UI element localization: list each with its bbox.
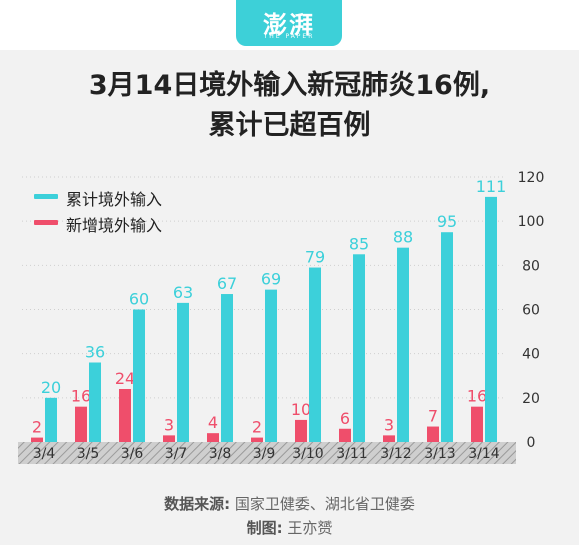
x-tick-label: 3/9 <box>253 446 276 462</box>
x-tick-label: 3/13 <box>424 446 455 462</box>
chart-footer: 数据来源: 国家卫健委、湖北省卫健委 制图: 王亦赟 <box>0 492 579 540</box>
brand-logo: 澎湃 THE PAPER <box>236 0 342 46</box>
bar-label-new: 16 <box>71 387 91 406</box>
legend-label-new: 新增境外输入 <box>66 216 163 235</box>
bar-new <box>75 406 87 442</box>
bar-new <box>471 406 483 442</box>
bar-cumulative <box>45 397 57 442</box>
bar-label-cumulative: 85 <box>349 234 369 253</box>
bar-cumulative <box>353 254 365 442</box>
author-label: 制图: <box>246 519 283 537</box>
author-line: 制图: 王亦赟 <box>0 516 579 540</box>
y-tick-label: 40 <box>522 347 540 363</box>
bar-new <box>119 389 131 442</box>
x-tick-label: 3/11 <box>336 446 367 462</box>
bar-label-new: 16 <box>467 387 487 406</box>
bar-new <box>383 435 395 442</box>
bar-label-cumulative: 79 <box>305 248 325 267</box>
bar-label-new: 2 <box>252 418 262 437</box>
chart-title-line-1: 3月14日境外输入新冠肺炎16例, <box>88 70 491 101</box>
legend-label-cumulative: 累计境外输入 <box>66 190 163 209</box>
bar-label-cumulative: 88 <box>393 228 413 247</box>
bar-cumulative <box>89 362 101 442</box>
bar-label-cumulative: 69 <box>261 270 281 289</box>
source-line: 数据来源: 国家卫健委、湖北省卫健委 <box>0 492 579 516</box>
x-tick-label: 3/8 <box>209 446 232 462</box>
brand-logo-text: 澎湃 <box>263 10 315 39</box>
bar-label-cumulative: 67 <box>217 274 237 293</box>
header-bar: 澎湃 THE PAPER <box>0 0 579 50</box>
bar-cumulative <box>221 294 233 442</box>
bar-new <box>31 437 43 442</box>
source-label: 数据来源: <box>164 495 231 513</box>
bar-new <box>251 437 263 442</box>
bar-label-new: 7 <box>428 407 438 426</box>
author-text: 王亦赟 <box>287 519 333 537</box>
y-tick-label: 100 <box>518 214 545 230</box>
bar-cumulative <box>441 232 453 442</box>
bar-cumulative <box>265 289 277 442</box>
bar-label-new: 24 <box>115 369 135 388</box>
legend-swatch-new <box>34 220 58 225</box>
bar-cumulative <box>177 302 189 442</box>
bar-label-cumulative: 60 <box>129 290 149 309</box>
bar-label-new: 2 <box>32 418 42 437</box>
legend-swatch-cumulative <box>34 194 58 199</box>
bar-new <box>339 428 351 442</box>
bar-label-cumulative: 20 <box>41 378 61 397</box>
x-axis-band <box>18 442 516 464</box>
bar-label-new: 3 <box>164 415 174 434</box>
bar-cumulative <box>485 196 497 442</box>
x-tick-label: 3/6 <box>121 446 144 462</box>
chart-title-line-2: 累计已超百例 <box>208 110 371 141</box>
x-tick-label: 3/7 <box>165 446 188 462</box>
bar-new <box>295 419 307 442</box>
bar-new <box>427 426 439 442</box>
brand-logo-tagline: THE PAPER <box>263 33 315 40</box>
bar-chart: 0204060801001202203/416363/524603/63633/… <box>18 170 545 464</box>
x-tick-label: 3/5 <box>77 446 100 462</box>
bar-new <box>207 433 219 442</box>
bar-new <box>163 435 175 442</box>
bar-label-new: 6 <box>340 409 350 428</box>
y-tick-label: 0 <box>527 435 536 451</box>
bar-label-cumulative: 111 <box>476 177 507 196</box>
x-tick-label: 3/12 <box>380 446 411 462</box>
bar-cumulative <box>309 267 321 442</box>
bar-label-new: 4 <box>208 413 218 432</box>
x-tick-label: 3/4 <box>33 446 56 462</box>
x-tick-label: 3/14 <box>468 446 500 462</box>
bar-cumulative <box>133 309 145 442</box>
bar-label-new: 3 <box>384 415 394 434</box>
y-tick-label: 120 <box>518 170 545 186</box>
y-tick-label: 60 <box>522 303 540 319</box>
bar-label-new: 10 <box>291 400 311 419</box>
source-text: 国家卫健委、湖北省卫健委 <box>234 495 415 513</box>
x-tick-label: 3/10 <box>292 446 323 462</box>
bar-label-cumulative: 95 <box>437 212 457 231</box>
chart-title: 3月14日境外输入新冠肺炎16例, 累计已超百例 <box>0 66 579 146</box>
bar-label-cumulative: 63 <box>173 283 193 302</box>
y-tick-label: 80 <box>522 258 540 274</box>
bar-label-cumulative: 36 <box>85 343 105 362</box>
y-tick-label: 20 <box>522 391 540 407</box>
bar-cumulative <box>397 247 409 442</box>
